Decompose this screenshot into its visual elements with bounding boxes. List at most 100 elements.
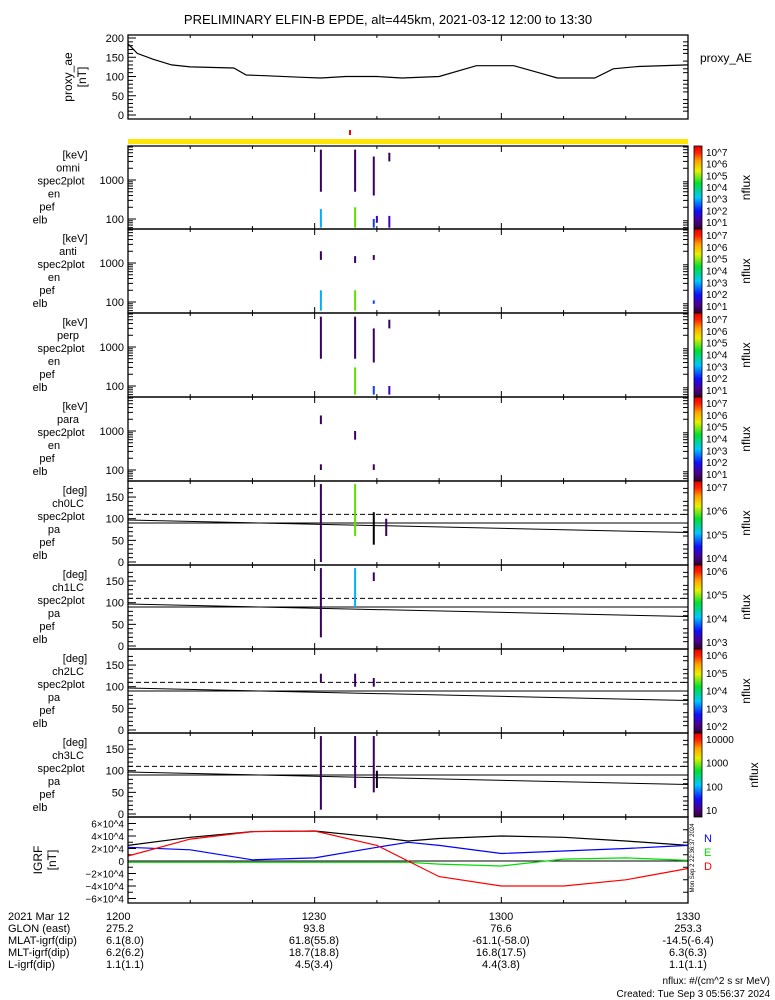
colorbar-tick-label: 10^3	[706, 278, 728, 289]
y-axis-label: elb	[33, 802, 48, 814]
ephemeris-value: -14.5(-6.4)	[662, 935, 713, 947]
spectrogram-streak	[354, 207, 357, 228]
spectrogram-streak	[319, 673, 322, 683]
colorbar	[693, 312, 703, 398]
created-timestamp: Created: Tue Sep 3 05:56:37 2024	[617, 989, 771, 1000]
y-axis-label: en	[48, 356, 60, 368]
y-axis-label: [deg]	[63, 569, 87, 581]
y-tick-label: 1000	[100, 258, 124, 270]
spectrogram-streak	[372, 736, 375, 793]
y-axis-label: pef	[39, 621, 55, 633]
colorbar-tick-label: 10^4	[706, 435, 728, 446]
spectrogram-streak	[354, 316, 357, 359]
legend-label-N: N	[704, 833, 712, 845]
y-axis-label: [deg]	[63, 653, 87, 665]
y-tick-label: 0	[118, 809, 124, 821]
y-tick-label: 200	[106, 33, 124, 45]
y-tick-label: 100	[106, 514, 124, 526]
y-axis-label: pef	[39, 285, 55, 297]
spectrogram-streak	[372, 572, 375, 582]
colorbar-tick-label: 10^4	[706, 267, 728, 278]
data-quality-bar	[128, 139, 688, 144]
spectrogram-streak	[385, 518, 388, 537]
ephemeris-value: 253.3	[674, 923, 702, 935]
y-axis-label: elb	[33, 634, 48, 646]
ephemeris-row-label: 2021 Mar 12	[8, 911, 70, 923]
spectrogram-streak	[354, 149, 357, 192]
y-axis-label: [deg]	[63, 737, 87, 749]
colorbar-tick-label: 10^4	[706, 687, 728, 698]
colorbar-tick-label: 10^7	[706, 483, 728, 494]
legend-label-D: D	[704, 861, 712, 873]
y-axis-label: proxy_ae	[61, 52, 75, 102]
ephemeris-value: 6.2(6.2)	[106, 947, 144, 959]
spectrogram-streak	[319, 251, 322, 260]
y-axis-label: pef	[39, 537, 55, 549]
colorbar-tick-label: 10^5	[706, 339, 728, 350]
y-axis-label: para	[57, 414, 80, 426]
y-tick-label: 1000	[100, 426, 124, 438]
ephemeris-value: 16.8(17.5)	[476, 947, 526, 959]
colorbar-tick-label: 10^2	[706, 374, 728, 385]
colorbar-tick-label: 10^2	[706, 290, 728, 301]
colorbar-label: nflux	[739, 594, 753, 619]
proxy-ae-panel-frame	[127, 34, 689, 120]
colorbar-tick-label: 10^2	[706, 458, 728, 469]
y-tick-label: 50	[112, 787, 124, 799]
anti-loss-cone-line	[127, 771, 689, 786]
y-axis-label: spec2plot	[37, 176, 84, 188]
y-tick-label: −4×10^4	[85, 882, 124, 893]
colorbar-tick-label: 10^7	[706, 399, 728, 410]
spectrogram-streak	[319, 415, 322, 425]
colorbar-label: nflux	[739, 342, 753, 367]
anti-loss-cone-line	[127, 603, 689, 618]
colorbar-tick-label: 10^2	[706, 206, 728, 217]
colorbar-label: nflux	[739, 678, 753, 703]
y-axis-label: pa	[48, 524, 61, 536]
y-tick-label: 100	[106, 598, 124, 610]
igrf-total-line	[127, 830, 689, 846]
units-note: nflux: #/(cm^2 s sr MeV)	[663, 976, 771, 987]
colorbar-tick-label: 10^7	[706, 231, 728, 242]
colorbar	[693, 564, 703, 650]
colorbar-tick-label: 10^1	[706, 302, 728, 313]
spectrogram-streak	[388, 386, 391, 395]
proxy-ae-line	[127, 43, 689, 79]
colorbar-tick-label: 10^4	[706, 351, 728, 362]
ephemeris-row-label: GLON (east)	[8, 923, 70, 935]
y-tick-label: 0	[118, 725, 124, 737]
y-tick-label: 6×10^4	[91, 820, 124, 831]
colorbar-tick-label: 10^7	[706, 315, 728, 326]
ephemeris-value: 61.8(55.8)	[289, 935, 339, 947]
colorbar-tick-label: 10^4	[706, 554, 728, 565]
y-axis-label: [keV]	[62, 317, 87, 329]
colorbar-label: nflux	[739, 426, 753, 451]
y-axis-label: en	[48, 272, 60, 284]
y-axis-label: [keV]	[62, 401, 87, 413]
y-axis-label: ch2LC	[52, 666, 84, 678]
y-axis-label: IGRF	[31, 846, 45, 875]
colorbar-tick-label: 10^3	[706, 446, 728, 457]
y-axis-label: ch3LC	[52, 750, 84, 762]
spectrogram-streak	[319, 290, 322, 311]
y-tick-label: 0	[118, 110, 124, 122]
colorbar-tick-label: 10^2	[706, 722, 728, 733]
spectrogram-streak	[319, 209, 322, 228]
y-axis-label: pef	[39, 789, 55, 801]
y-axis-label: elb	[33, 215, 48, 227]
y-tick-label: 100	[106, 766, 124, 778]
spectrogram-streak	[319, 149, 322, 192]
colorbar	[693, 648, 703, 734]
colorbar-tick-label: 10^1	[706, 218, 728, 229]
y-tick-label: 150	[106, 492, 124, 504]
spectrogram-streak	[354, 568, 357, 608]
spectrogram-streak	[388, 152, 391, 162]
colorbar-tick-label: 10^6	[706, 160, 728, 171]
y-axis-label: [deg]	[63, 485, 87, 497]
ephemeris-row-label: L-igrf(dip)	[8, 959, 55, 971]
y-axis-label: spec2plot	[37, 679, 84, 691]
y-axis-label: spec2plot	[37, 343, 84, 355]
ephemeris-value: 275.2	[106, 923, 134, 935]
colorbar-tick-label: 10^3	[706, 195, 728, 206]
y-tick-label: 0	[118, 641, 124, 653]
